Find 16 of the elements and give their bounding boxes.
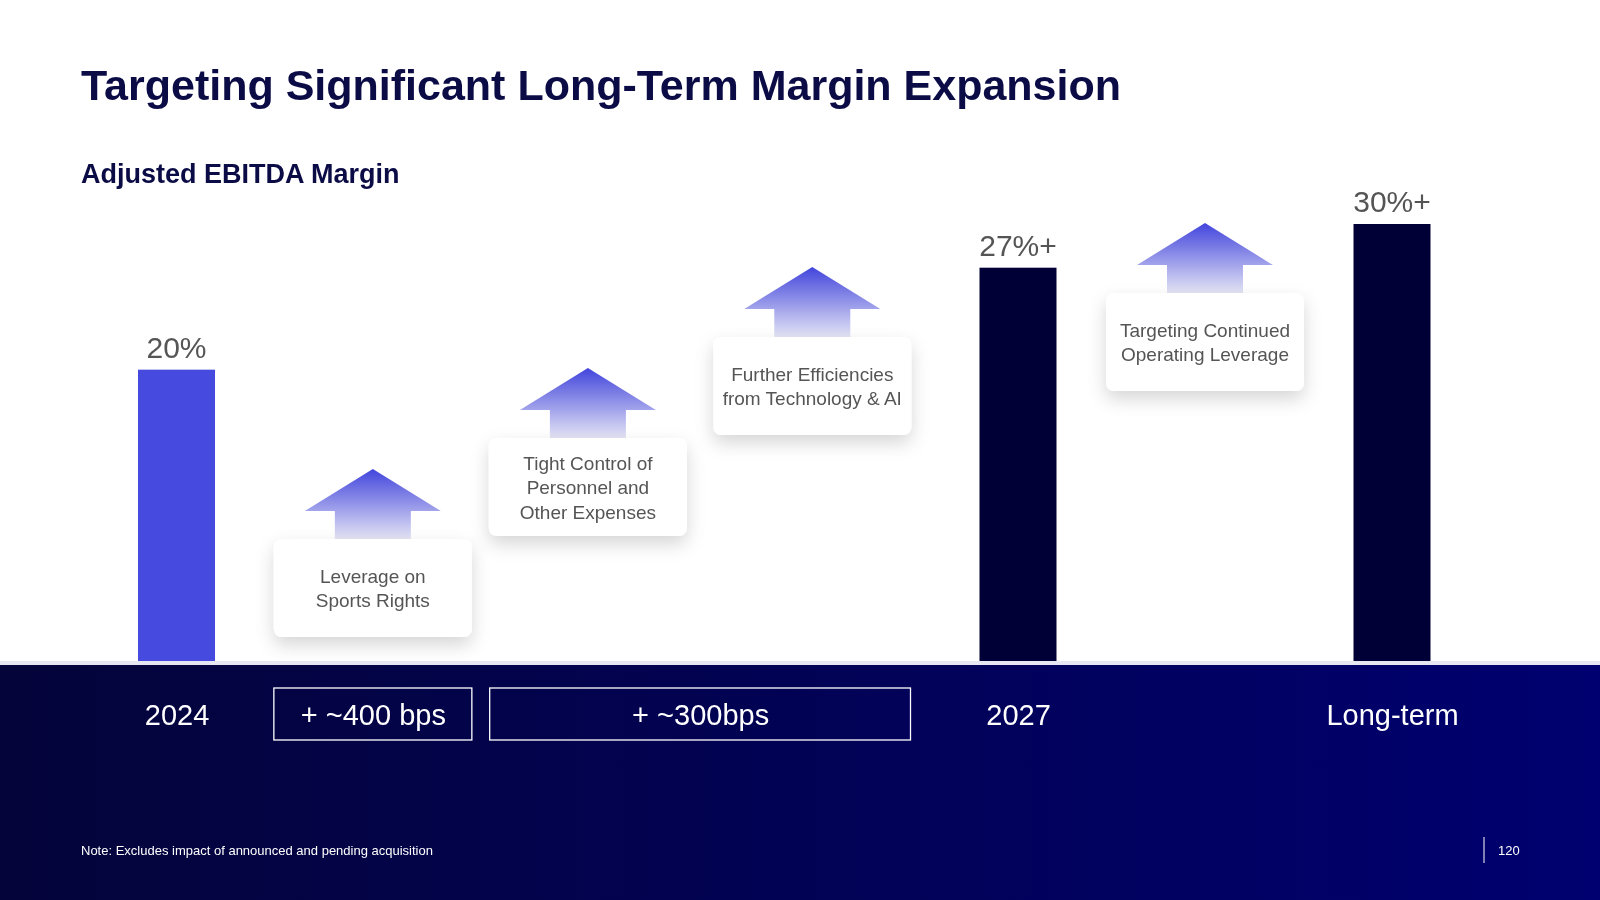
x-tick-label: + ~400 bps <box>300 698 446 731</box>
annotation: Further Efficiencies from Technology & AI <box>722 363 902 410</box>
chart-subtitle: Adjusted EBITDA Margin <box>81 159 400 189</box>
x-tick-label: 2027 <box>986 698 1051 731</box>
text: Note: Excludes impact of announced and pending acquisition <box>81 843 433 858</box>
annotation: Tight Control of Personnel and Other Expenses <box>519 452 657 523</box>
x-tick-label: Long-term <box>1326 698 1459 731</box>
x-tick-label: + ~300bps <box>632 698 770 731</box>
data-label: 27%+ <box>979 228 1057 262</box>
data-label: 30%+ <box>1353 185 1431 218</box>
chart-title: Targeting Significant Long-Term Margin Expansion <box>81 61 1121 109</box>
data-label: 20% <box>146 330 207 364</box>
text: 120 <box>1498 843 1520 858</box>
annotation: Targeting Continued Operating Leverage <box>1119 319 1291 366</box>
x-tick-label: 2024 <box>144 698 210 731</box>
annotation: Leverage on Sports Rights <box>315 565 430 612</box>
